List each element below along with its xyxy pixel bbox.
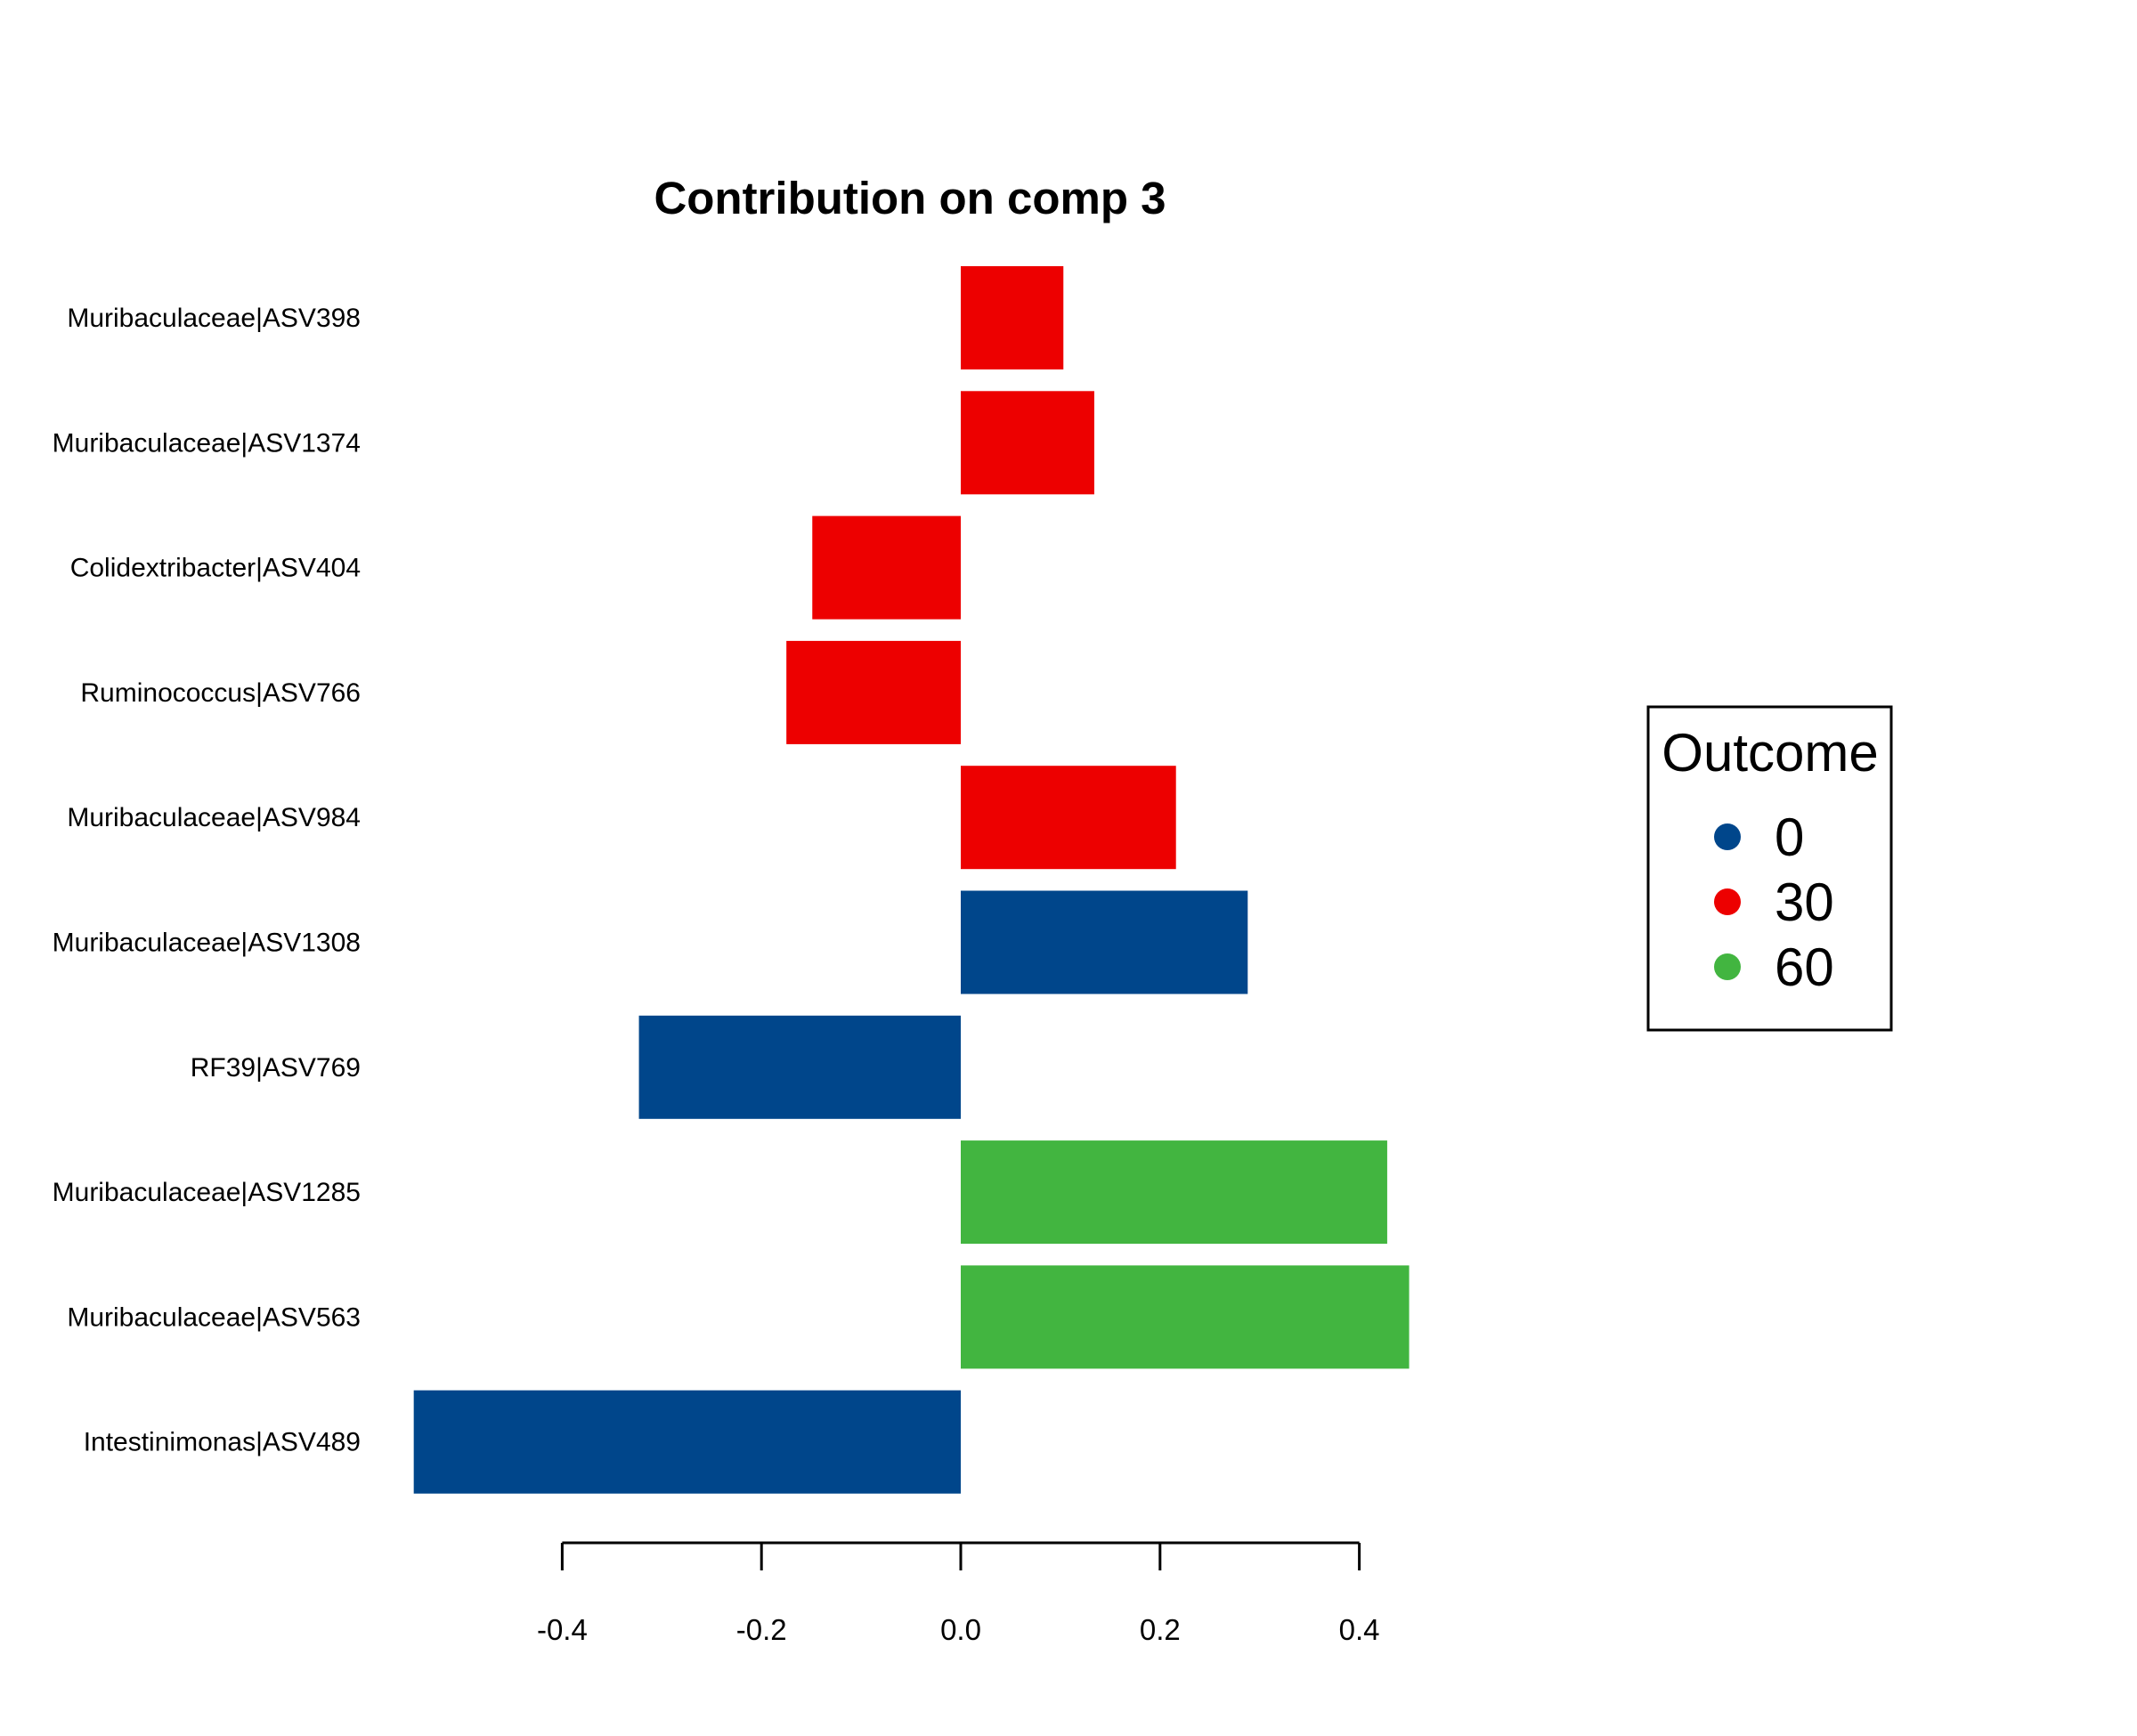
category-label: Muribaculaceae|ASV1285	[53, 1178, 361, 1207]
bar-muribaculaceae-asv1374	[961, 391, 1094, 495]
category-label: Muribaculaceae|ASV984	[67, 803, 361, 832]
legend-label-30: 30	[1775, 872, 1834, 932]
legend-marker-30	[1714, 888, 1741, 915]
x-tick-label: -0.2	[736, 1613, 787, 1646]
category-label: Muribaculaceae|ASV563	[67, 1302, 361, 1332]
x-tick-label: -0.4	[537, 1613, 588, 1646]
category-label: RF39|ASV769	[191, 1053, 361, 1083]
bar-colidextribacter-asv404	[812, 515, 961, 620]
x-tick-label: 0.2	[1140, 1613, 1181, 1646]
bar-muribaculaceae-asv563	[961, 1265, 1410, 1369]
legend-marker-60	[1714, 953, 1741, 980]
legend-title: Outcome	[1662, 723, 1878, 783]
category-label: Muribaculaceae|ASV1308	[53, 929, 361, 958]
category-label: Muribaculaceae|ASV398	[67, 304, 361, 333]
x-axis: -0.4 -0.2 0.0 0.2 0.4	[537, 1541, 1380, 1646]
category-label: Ruminococcus|ASV766	[80, 678, 361, 708]
bar-ruminococcus-asv766	[786, 640, 961, 744]
bar-rf39-asv769	[638, 1015, 961, 1119]
bar-muribaculaceae-asv1285	[961, 1140, 1387, 1245]
legend-label-60: 60	[1775, 937, 1834, 997]
bar-intestinimonas-asv489	[413, 1390, 961, 1494]
category-label: Muribaculaceae|ASV1374	[53, 428, 361, 458]
legend-label-0: 0	[1775, 807, 1804, 867]
legend-marker-0	[1714, 823, 1741, 850]
x-tick-label: 0.4	[1339, 1613, 1380, 1646]
bar-muribaculaceae-asv984	[961, 766, 1176, 870]
chart-title: Contribution on comp 3	[654, 173, 1166, 223]
category-labels: Muribaculaceae|ASV398 Muribaculaceae|ASV1…	[53, 304, 361, 1457]
bars-group	[413, 266, 1410, 1494]
category-label: Intestinimonas|ASV489	[84, 1428, 361, 1457]
category-label: Colidextribacter|ASV404	[70, 554, 361, 583]
bar-muribaculaceae-asv398	[961, 266, 1064, 369]
legend-box	[1646, 705, 1893, 1032]
x-tick-label: 0.0	[940, 1613, 981, 1646]
bar-muribaculaceae-asv1308	[961, 890, 1248, 994]
